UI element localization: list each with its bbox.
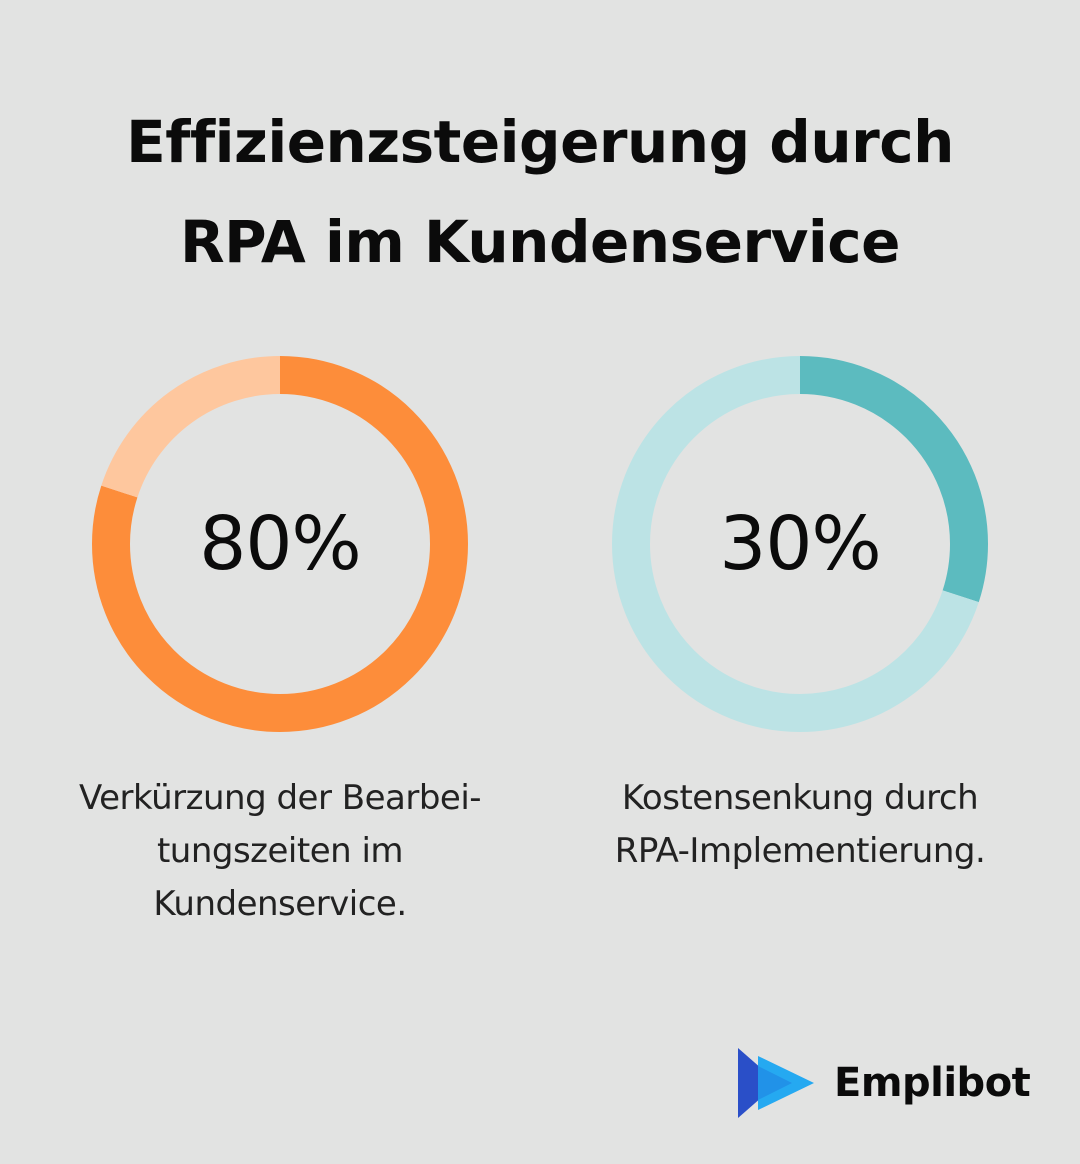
title-line-2: RPA im Kundenservice [180, 208, 900, 276]
caption-line: Verkürzung der Bearbei- [78, 778, 482, 818]
caption-cost-reduction: Kostensenkung durch RPA-Implementierung. [560, 772, 1040, 878]
donut-svg [612, 356, 988, 732]
play-arrows-icon [738, 1048, 814, 1118]
donut-chart-processing-time: 80% [90, 354, 470, 734]
page-title: Effizienzsteigerung durch RPA im Kundens… [0, 92, 1080, 292]
brand-name: Emplibot [834, 1060, 1031, 1106]
brand-logo: Emplibot [734, 1046, 1031, 1120]
donut-svg [92, 356, 468, 732]
caption-line: Kostensenkung durch [621, 778, 979, 818]
caption-processing-time: Verkürzung der Bearbei- tungszeiten im K… [40, 772, 520, 931]
donut-chart-cost-reduction: 30% [610, 354, 990, 734]
donut-value-label: 30% [719, 501, 881, 587]
logo-arrow-overlap [758, 1066, 792, 1100]
donut-segment-remainder [92, 356, 468, 732]
donut-value-label: 80% [199, 501, 361, 587]
caption-line: tungszeiten im [156, 831, 404, 871]
caption-line: Kundenservice. [153, 884, 407, 924]
caption-line: RPA-Implementierung. [614, 831, 986, 871]
donut-segment-remainder [612, 356, 988, 732]
title-line-1: Effizienzsteigerung durch [126, 108, 954, 176]
